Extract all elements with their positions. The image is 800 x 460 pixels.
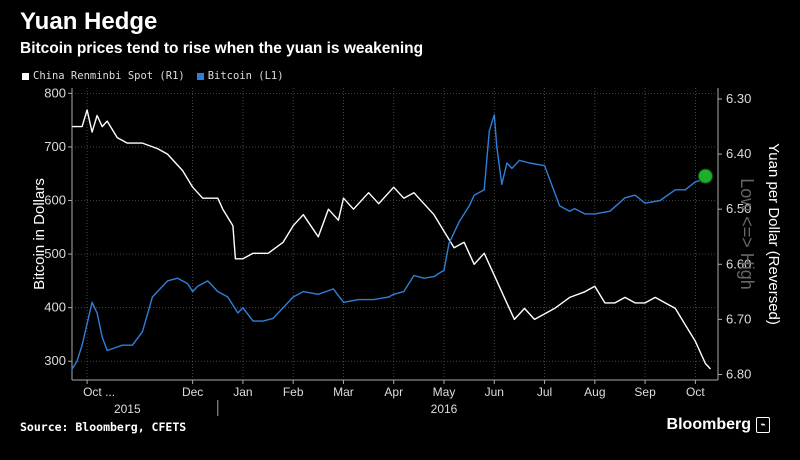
x-tick-label: Jul <box>537 385 552 399</box>
x-tick-label: Dec <box>182 385 203 399</box>
legend: China Renminbi Spot (R1) Bitcoin (L1) <box>22 70 284 82</box>
x-tick-label: Jan <box>233 385 252 399</box>
source-note: Source: Bloomberg, CFETS <box>20 420 187 434</box>
year-label: 2016 <box>431 402 458 416</box>
left-axis-title: Bitcoin in Dollars <box>31 178 48 290</box>
right-tick-label: 6.60 <box>726 256 751 271</box>
year-label: 2015 <box>114 402 141 416</box>
legend-item-bitcoin: Bitcoin (L1) <box>196 70 284 82</box>
x-tick-label: May <box>433 385 456 399</box>
x-tick-label: Apr <box>384 385 403 399</box>
x-tick-label: Sep <box>634 385 656 399</box>
left-tick-label: 600 <box>44 193 66 208</box>
x-tick-label: Oct <box>686 385 705 399</box>
legend-label-yuan: China Renminbi Spot (R1) <box>33 70 185 82</box>
x-tick-label: Feb <box>283 385 304 399</box>
right-tick-label: 6.80 <box>726 366 751 381</box>
right-axis-title: Yuan per Dollar (Reversed) <box>765 143 782 325</box>
right-tick-label: 6.70 <box>726 311 751 326</box>
bloomberg-logo: Bloomberg ⌁ <box>667 416 770 434</box>
brand-label: Bloomberg <box>666 416 751 433</box>
left-tick-label: 800 <box>44 85 66 100</box>
highlight-marker <box>697 168 713 184</box>
x-tick-label: Aug <box>584 385 605 399</box>
bloomberg-terminal-icon: ⌁ <box>756 417 770 433</box>
left-tick-label: 400 <box>44 300 66 315</box>
chart-title: Yuan Hedge <box>20 8 158 35</box>
bitcoin-series-line <box>71 114 706 370</box>
right-tick-label: 6.40 <box>726 146 751 161</box>
chart-subtitle: Bitcoin prices tend to rise when the yua… <box>20 40 424 57</box>
legend-label-bitcoin: Bitcoin (L1) <box>207 70 284 82</box>
left-tick-label: 300 <box>44 353 66 368</box>
yuan-series-line <box>72 109 712 370</box>
right-tick-label: 6.50 <box>726 201 751 216</box>
right-tick-label: 6.30 <box>726 91 751 106</box>
left-tick-label: 700 <box>44 139 66 154</box>
right-axis-annotation: Low <=> High <box>737 178 757 290</box>
x-tick-label: Mar <box>333 385 354 399</box>
legend-swatch-yuan <box>22 72 29 80</box>
left-tick-label: 500 <box>44 246 66 261</box>
x-tick-label: Jun <box>485 385 504 399</box>
legend-item-yuan: China Renminbi Spot (R1) <box>22 70 185 82</box>
x-tick-label: Oct ... <box>83 385 115 399</box>
legend-swatch-bitcoin <box>196 72 204 80</box>
